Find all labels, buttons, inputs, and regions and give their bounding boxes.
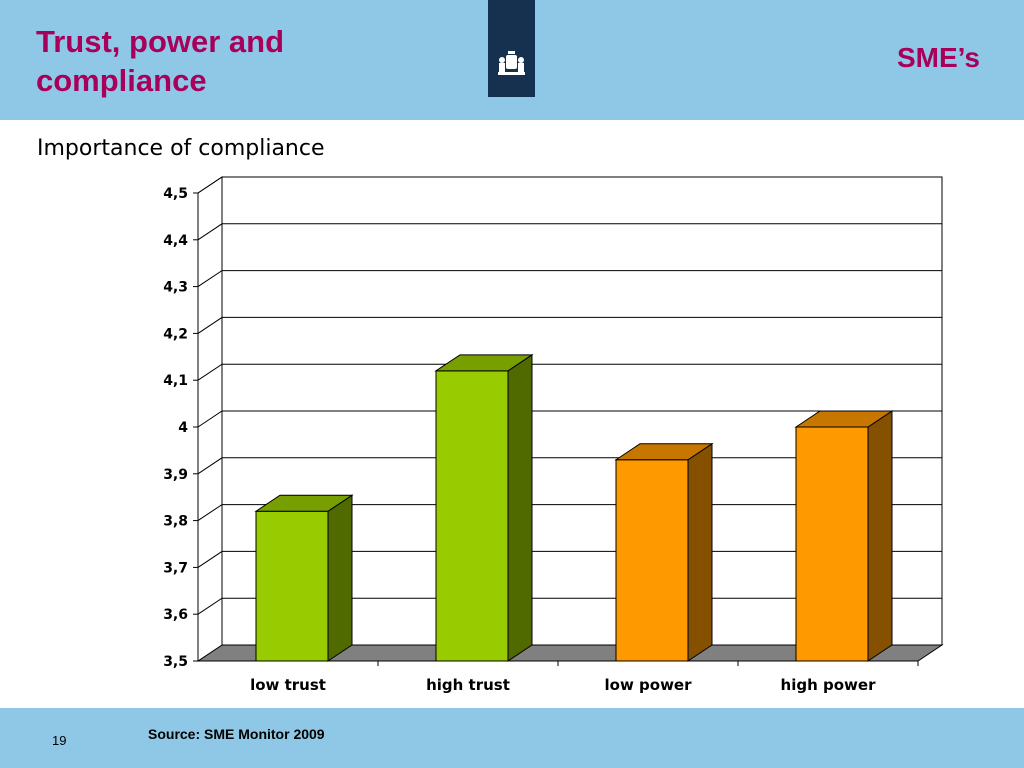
bar-side — [687, 442, 713, 662]
y-tick-label: 3,9 — [163, 467, 188, 483]
gridline — [197, 316, 942, 334]
bar-low-power — [614, 442, 714, 662]
gridline — [197, 410, 942, 428]
x-tick-label: high power — [781, 676, 877, 694]
footer-band — [0, 708, 1024, 768]
bar-front — [795, 426, 869, 662]
bar-top — [614, 443, 714, 461]
bar-side — [507, 353, 533, 662]
y-tick-label: 4,5 — [163, 186, 188, 202]
y-tick-label: 4,2 — [163, 326, 188, 342]
y-tick-label: 3,5 — [163, 654, 188, 670]
x-tick-label: low power — [605, 676, 693, 694]
crest-icon — [498, 51, 525, 75]
bar-top — [794, 410, 894, 428]
bar-low-trust — [254, 494, 354, 662]
bar-front — [435, 370, 509, 662]
chart-title: Importance of compliance — [37, 136, 325, 161]
y-tick-label: 4,1 — [163, 373, 188, 389]
gridline — [197, 223, 942, 241]
y-tick-label: 4 — [178, 420, 188, 436]
title-line-1: Trust, power and — [36, 24, 285, 59]
bar-high-trust — [434, 353, 534, 662]
bar-front — [615, 459, 689, 662]
x-tick-label: high trust — [426, 676, 510, 694]
bar-top — [434, 354, 534, 372]
bar-high-power — [794, 410, 894, 662]
section-label: SME’s — [897, 42, 980, 73]
y-tick-label: 4,3 — [163, 280, 188, 296]
bar-side — [867, 410, 893, 662]
government-logo — [488, 0, 535, 97]
source-note: Source: SME Monitor 2009 — [148, 726, 325, 742]
y-tick-label: 3,6 — [163, 607, 188, 623]
title-line-2: compliance — [36, 63, 207, 98]
y-tick-label: 4,4 — [163, 233, 188, 249]
gridline — [197, 270, 942, 288]
y-tick-label: 3,8 — [163, 514, 188, 530]
bar-top — [254, 494, 354, 512]
y-tick-label: 3,7 — [163, 560, 188, 576]
gridline — [197, 363, 942, 381]
slide-title: Trust, power and compliance — [36, 22, 284, 100]
page-number: 19 — [52, 733, 67, 748]
bar-front — [255, 510, 329, 662]
gridline — [197, 176, 942, 194]
bar-side — [327, 494, 353, 662]
x-tick-label: low trust — [250, 676, 326, 694]
